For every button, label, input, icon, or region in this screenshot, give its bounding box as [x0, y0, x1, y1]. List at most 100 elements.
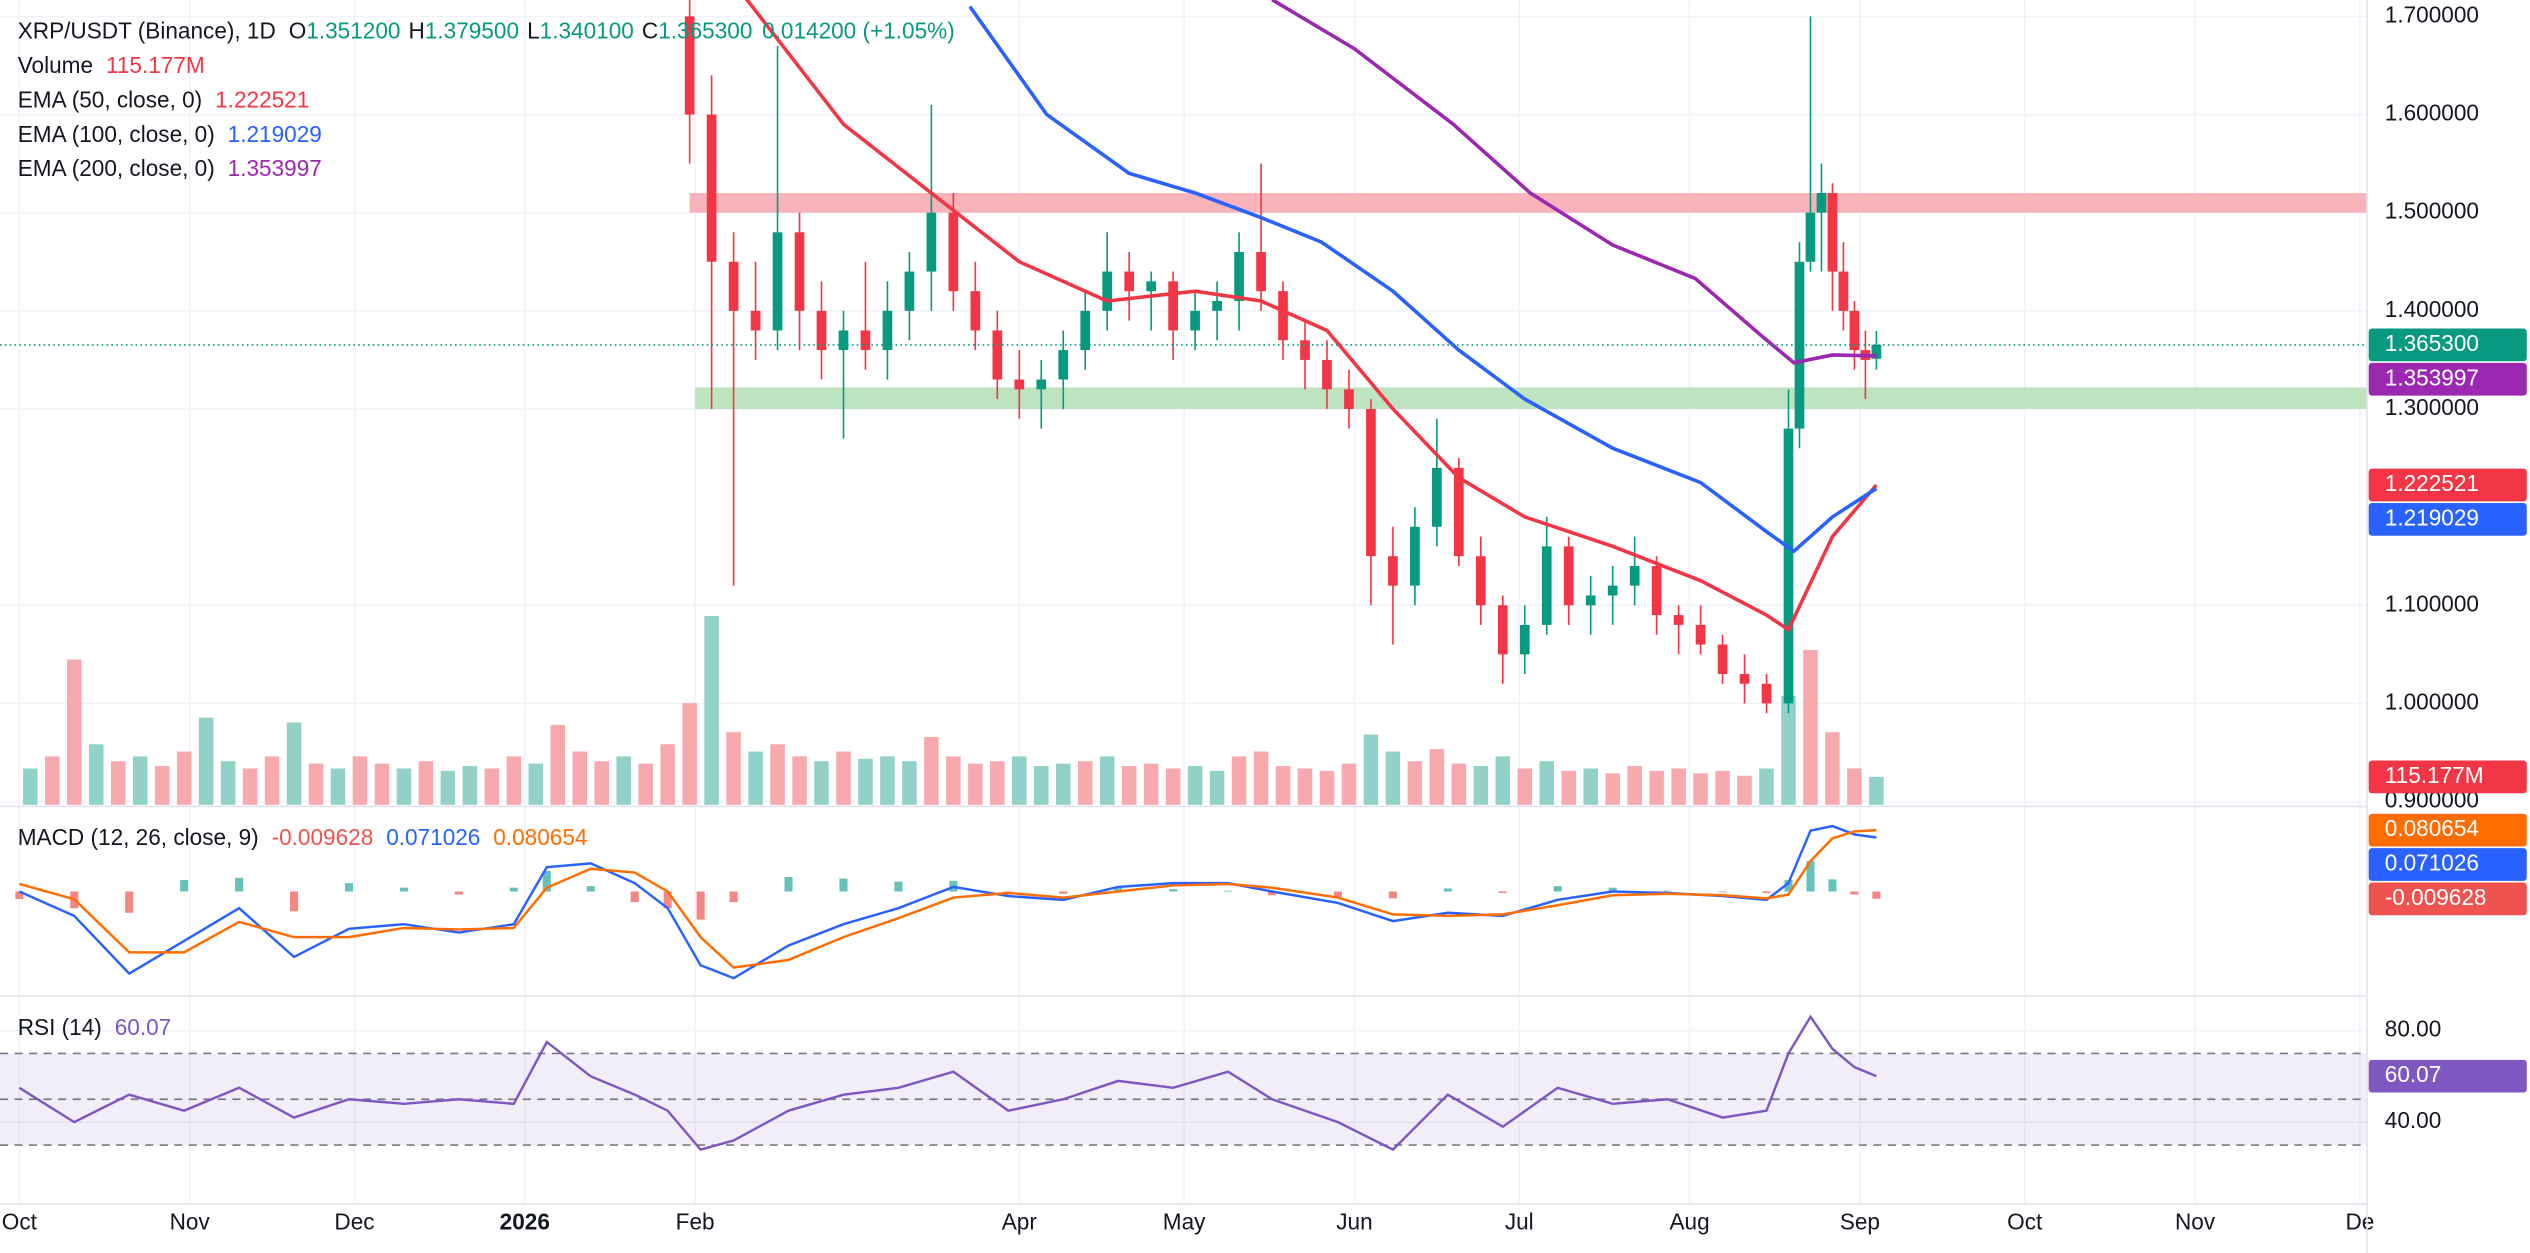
- volume-bar: [45, 756, 60, 805]
- volume-bar: [1209, 770, 1225, 805]
- volume-bar: [264, 756, 280, 805]
- volume-bar: [528, 763, 544, 805]
- zone: [689, 193, 2368, 213]
- volume-bar: [1143, 763, 1159, 805]
- x-tick-label: May: [1163, 1208, 1206, 1234]
- volume-bar: [1034, 766, 1049, 805]
- volume-bar: [1231, 756, 1247, 805]
- volume-bar: [1539, 761, 1555, 805]
- candle-body: [1651, 566, 1662, 616]
- volume-bar: [220, 761, 236, 805]
- volume-bar: [1803, 649, 1818, 805]
- volume-bar: [1781, 695, 1796, 805]
- legend-text: O: [289, 18, 307, 44]
- legend-text: 1.365300: [658, 18, 752, 44]
- candle-body: [772, 232, 783, 331]
- macd-histogram: [1169, 889, 1178, 892]
- macd-histogram: [1806, 861, 1815, 892]
- volume-bar: [440, 770, 456, 805]
- price-tag-label: 1.222521: [2385, 470, 2479, 496]
- candle-body: [1838, 271, 1849, 311]
- candle-body: [882, 310, 893, 351]
- volume-bar: [550, 724, 566, 805]
- candle-body: [1432, 467, 1442, 527]
- volume-bar: [1012, 756, 1027, 805]
- candle-body: [860, 330, 871, 351]
- legend-row: EMA (50, close, 0) 1.222521: [18, 86, 310, 112]
- price-tag: [2368, 328, 2527, 362]
- x-tick-label: De: [2345, 1208, 2374, 1234]
- price-tag: [2368, 882, 2527, 916]
- price-tag-label: 1.365300: [2385, 330, 2479, 356]
- legend-text: 1.379500: [425, 18, 519, 44]
- volume-bar: [374, 763, 390, 805]
- candle-body: [706, 114, 717, 262]
- volume-bar: [946, 756, 961, 805]
- candle-body: [1827, 193, 1838, 272]
- candle-body: [1124, 271, 1135, 292]
- candle-body: [926, 212, 937, 272]
- price-tags: 1.365300 1.353997 1.222521 1.219029 115.177M…: [2368, 328, 2527, 1093]
- volume-bar: [638, 763, 653, 805]
- volume-bar: [418, 761, 434, 805]
- macd-histogram: [1553, 886, 1562, 892]
- candle-body: [1475, 556, 1486, 606]
- volume-bar: [880, 756, 895, 805]
- legend-text: 1.219029: [228, 121, 322, 147]
- volume-bar: [858, 758, 873, 805]
- macd-histogram: [509, 887, 518, 892]
- volume-bar: [1495, 756, 1511, 805]
- volume-bar: [242, 768, 258, 805]
- candle-body: [948, 212, 959, 292]
- x-tick-label: Oct: [2007, 1208, 2043, 1234]
- macd-histogram: [1443, 888, 1452, 892]
- volume-bar: [1429, 749, 1445, 805]
- volume-bar: [330, 768, 346, 805]
- volume-bar: [88, 744, 104, 805]
- y-tick-label: 1.300000: [2385, 394, 2479, 420]
- macd-histogram: [344, 883, 354, 892]
- zone: [695, 387, 2368, 409]
- candle-body: [1794, 261, 1805, 429]
- plot: [0, 0, 2368, 1152]
- volume-bar: [132, 756, 148, 805]
- candle-body: [1717, 644, 1728, 674]
- legend-row: EMA (100, close, 0) 1.219029: [18, 121, 322, 147]
- y-tick-label: 1.600000: [2385, 99, 2479, 125]
- ema-line: [1271, 0, 1877, 365]
- x-tick-label: Jul: [1505, 1208, 1534, 1234]
- x-tick-label: Feb: [676, 1208, 715, 1234]
- candle-body: [1146, 281, 1156, 292]
- candle-body: [750, 310, 761, 331]
- price-tag-label: -0.009628: [2385, 884, 2487, 910]
- legend-text: EMA (200, close, 0): [18, 155, 215, 181]
- candle-body: [1629, 566, 1640, 586]
- macd-histogram: [1224, 890, 1233, 892]
- macd-histogram: [399, 887, 408, 892]
- volume-bar: [726, 732, 741, 805]
- legend-text: 0.071026: [386, 824, 480, 850]
- volume-bar: [616, 756, 631, 805]
- y-tick-label: 1.000000: [2385, 688, 2479, 714]
- candle-body: [838, 330, 849, 351]
- legend-row: MACD (12, 26, close, 9) -0.009628 0.071026…: [18, 824, 588, 850]
- macd-histogram: [1114, 886, 1123, 892]
- legend-text: 1.340100: [540, 18, 634, 44]
- volume-bar: [594, 761, 609, 805]
- volume-bar: [968, 763, 983, 805]
- volume-bar: [1825, 732, 1840, 805]
- y-tick-label: 40.00: [2385, 1107, 2442, 1133]
- rsi-line: [18, 1014, 1877, 1152]
- candle-body: [1519, 624, 1530, 655]
- volume-bar: [1583, 768, 1598, 805]
- x-tick-label: 2026: [500, 1208, 550, 1234]
- y-tick-label: 1.400000: [2385, 296, 2479, 322]
- volume-bar: [1671, 768, 1686, 805]
- volume-bar: [1297, 768, 1313, 805]
- macd-histogram: [729, 891, 738, 903]
- candle-body: [1541, 546, 1552, 625]
- price-tag: [2368, 848, 2527, 881]
- volume-bar: [1451, 763, 1467, 805]
